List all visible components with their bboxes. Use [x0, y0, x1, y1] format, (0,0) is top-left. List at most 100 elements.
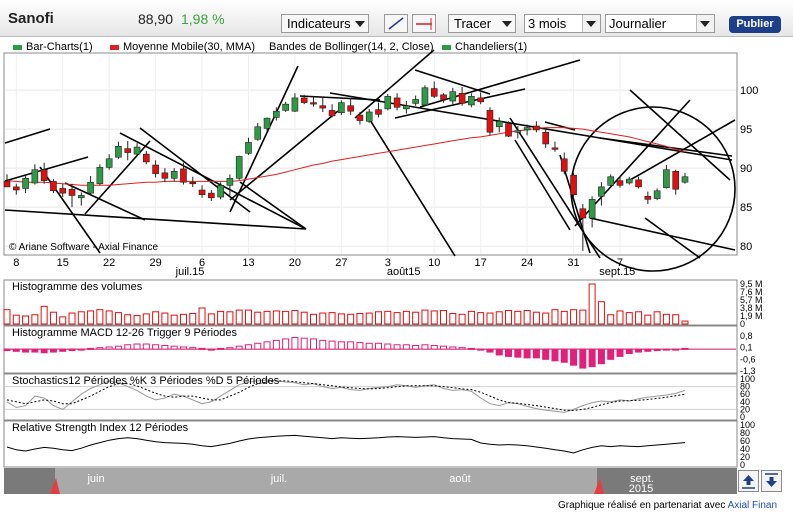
- time-tick-label: 27: [335, 257, 347, 269]
- candle-body: [40, 169, 48, 181]
- volume-bar: [207, 313, 215, 325]
- upload-arrow-icon: [742, 475, 755, 489]
- time-tick-label: 31: [567, 257, 579, 269]
- candle-body: [356, 114, 364, 121]
- macd-bar: [328, 340, 336, 350]
- interval-select[interactable]: Journalier: [605, 14, 715, 33]
- macd-bar: [505, 348, 513, 357]
- macd-bar: [588, 348, 596, 368]
- chevron-down-icon: [355, 21, 365, 27]
- draw-button[interactable]: Tracer: [448, 14, 516, 33]
- volume-bar: [40, 305, 48, 325]
- macd-bar: [272, 339, 280, 350]
- macd-bar: [161, 344, 169, 350]
- volume-bar: [49, 311, 57, 325]
- volume-tick-label: 7,6 M: [740, 287, 763, 297]
- stoch-panel-frame: [3, 373, 738, 421]
- candle-body: [468, 96, 475, 106]
- volume-panel-title: Histogramme des volumes: [12, 281, 143, 293]
- navigator-right-handle[interactable]: [594, 478, 604, 494]
- macd-tick-label: -0,6: [740, 354, 756, 364]
- legend-label: Bandes de Bollinger(14, 2, Close): [269, 41, 434, 53]
- macd-bar: [22, 348, 30, 353]
- macd-bar: [235, 345, 243, 350]
- volume-bar: [31, 314, 39, 325]
- publish-button[interactable]: Publier: [729, 16, 781, 33]
- volume-bar: [189, 312, 197, 325]
- stoch-tick-label: 80: [740, 382, 750, 392]
- macd-bar: [114, 345, 122, 350]
- toolbar: Sanofi 88,90 1,98 % Indicateurs Tracer 3…: [0, 0, 793, 37]
- volume-bar: [3, 309, 11, 325]
- macd-bar: [309, 338, 317, 350]
- macd-bar: [365, 342, 373, 350]
- volume-bar: [347, 313, 355, 325]
- candle-body: [421, 87, 429, 106]
- volume-bar: [161, 312, 169, 325]
- scroll-down-button[interactable]: [761, 470, 782, 492]
- chevron-down-icon: [696, 15, 714, 32]
- candle-body: [598, 186, 605, 197]
- volume-bar: [133, 315, 141, 325]
- time-tick-label: 8: [13, 257, 19, 269]
- volume-bar: [68, 312, 76, 325]
- indicators-label: Indicateurs: [287, 16, 351, 31]
- macd-bar: [300, 337, 308, 350]
- trendline: [4, 156, 89, 182]
- macd-bar: [40, 348, 48, 354]
- macd-bar: [142, 343, 150, 350]
- volume-bar: [235, 309, 243, 325]
- trendline: [544, 121, 576, 131]
- candle-body: [31, 169, 39, 184]
- navigator-left-handle[interactable]: [50, 478, 60, 494]
- volume-bar: [607, 314, 615, 325]
- macd-bar: [570, 348, 578, 366]
- volume-bar: [319, 312, 327, 325]
- macd-bar: [579, 348, 587, 369]
- candle-body: [198, 189, 206, 195]
- download-arrow-icon: [765, 473, 778, 487]
- legend-item-bar-charts: Bar-Charts(1): [13, 41, 93, 53]
- candle-body: [384, 96, 392, 110]
- navigator-window[interactable]: [55, 468, 597, 494]
- period-select[interactable]: 3 mois: [524, 14, 601, 33]
- candle-body: [319, 105, 327, 109]
- volume-bar: [616, 310, 624, 325]
- volume-bar: [532, 311, 540, 325]
- candle-body: [310, 102, 317, 105]
- indicators-button[interactable]: Indicateurs: [281, 14, 369, 33]
- partner-link[interactable]: Axial Finan: [727, 500, 778, 511]
- trendline: [229, 110, 339, 201]
- macd-bar: [375, 342, 383, 350]
- legend-item-candles: Chandeliers(1): [442, 41, 527, 53]
- macd-bar: [393, 344, 401, 350]
- candle-body: [607, 176, 614, 186]
- candle-body: [635, 179, 642, 188]
- rsi-tick-label: 100: [740, 420, 755, 430]
- candle-body: [338, 102, 345, 114]
- macd-bar: [198, 347, 206, 350]
- trendline-tool-button[interactable]: [384, 14, 408, 33]
- candle-body: [440, 94, 447, 100]
- volume-bar: [226, 311, 234, 325]
- macd-bar: [77, 348, 85, 351]
- macd-bar: [551, 348, 559, 362]
- rsi-tick-label: 40: [740, 444, 750, 454]
- period-value: 3 mois: [528, 16, 567, 31]
- volume-bar: [579, 309, 587, 325]
- navigator-month-label: sept.: [630, 473, 654, 485]
- trendline: [64, 182, 146, 221]
- macd-bar: [495, 348, 503, 356]
- macd-bar: [170, 345, 178, 350]
- macd-bar: [12, 348, 20, 352]
- time-tick-label: 20: [289, 257, 301, 269]
- volume-bar: [337, 313, 345, 325]
- horizontal-line-tool-button[interactable]: [412, 14, 436, 33]
- scroll-up-button[interactable]: [738, 470, 759, 492]
- macd-bar: [523, 348, 531, 359]
- volume-bar: [217, 310, 225, 325]
- volume-bar: [152, 311, 160, 325]
- trendline: [39, 166, 101, 254]
- volume-bar: [309, 313, 317, 325]
- candle-body: [458, 92, 466, 104]
